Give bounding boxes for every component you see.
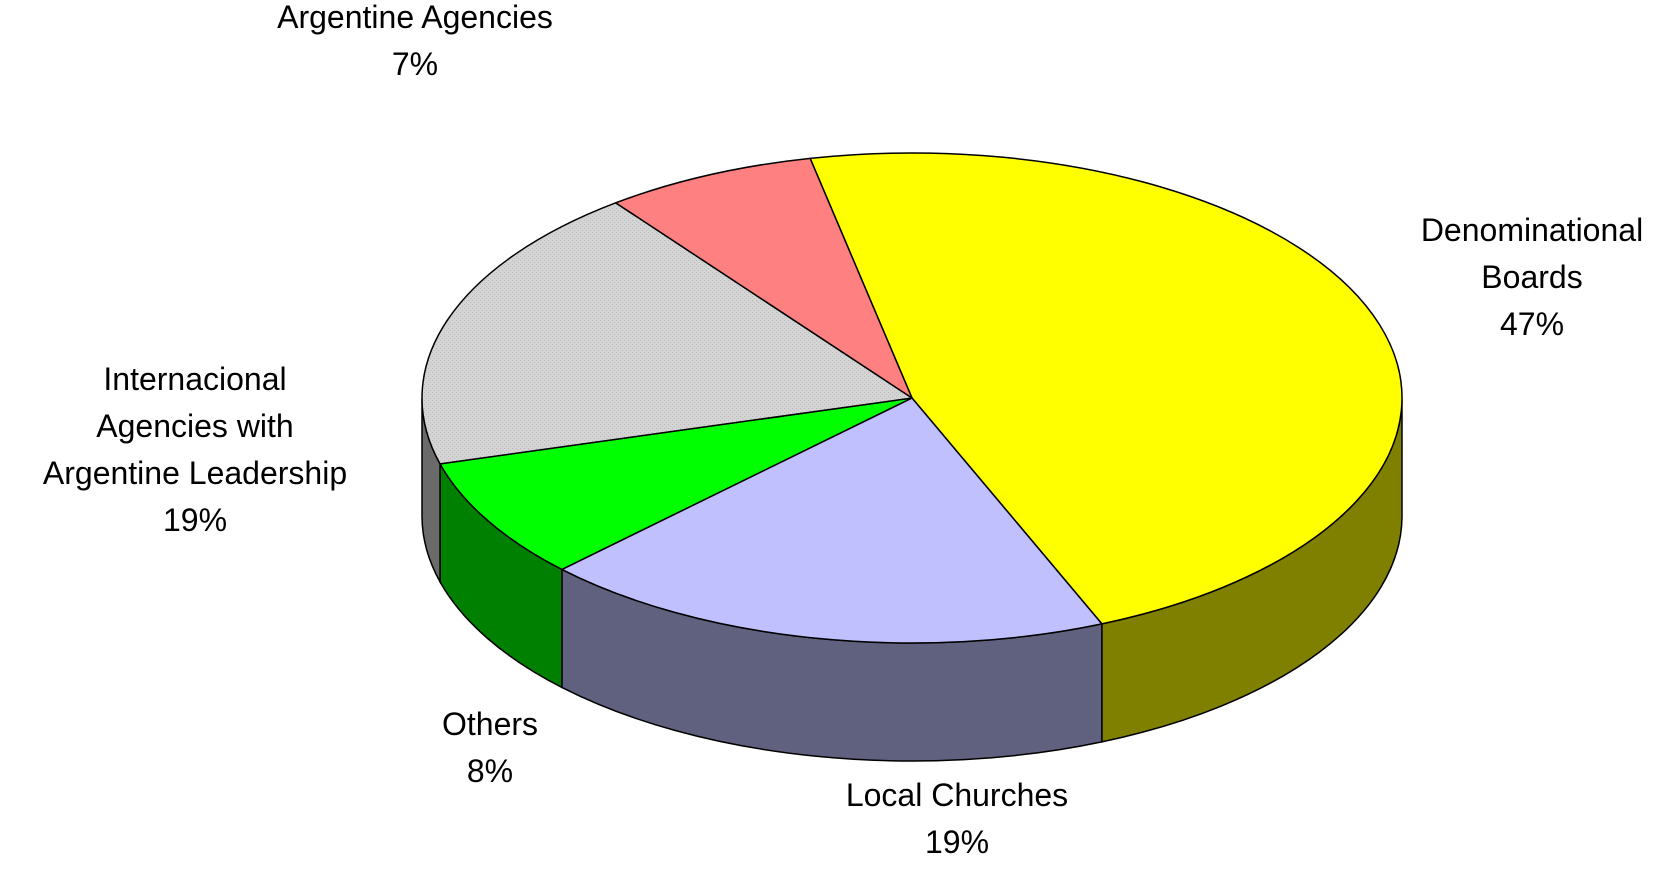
slice-labels: Denominational Boards 47% Local Churches 19%… [43,0,1643,860]
slice-percent: 7% [392,46,438,82]
slice-argentine-agencies [614,157,913,399]
slice-label-line: Local Churches [846,777,1068,813]
slice-local-churches [561,397,1103,644]
pie-tops [421,152,1403,644]
slice-percent: 8% [467,753,513,789]
slice-label-denominational-boards: Denominational Boards 47% [1421,212,1643,342]
slice-label-line: Boards [1481,259,1582,295]
slice-denominational-boards [809,152,1403,625]
slice-label-local-churches: Local Churches 19% [846,777,1068,860]
slice-percent: 47% [1500,306,1564,342]
slice-percent: 19% [925,824,989,860]
slice-label-line: Argentine Leadership [43,455,347,491]
slice-others [439,397,913,571]
slice-label-line: Agencies with [96,408,293,444]
slice-label-internacional-agencies-with-argentine-leadership: Internacional Agencies with Argentine Lead… [43,361,347,538]
slice-label-line: Denominational [1421,212,1643,248]
pie-sides [421,398,1403,762]
slice-label-line: Internacional [103,361,286,397]
slice-percent: 19% [163,502,227,538]
slice-label-argentine-agencies: Argentine Agencies 7% [277,0,553,82]
slice-internacional-agencies-with-argentine-leadership [421,202,913,465]
slice-label-line: Others [442,706,538,742]
slice-label-line: Argentine Agencies [277,0,553,35]
slice-label-others: Others 8% [442,706,538,789]
